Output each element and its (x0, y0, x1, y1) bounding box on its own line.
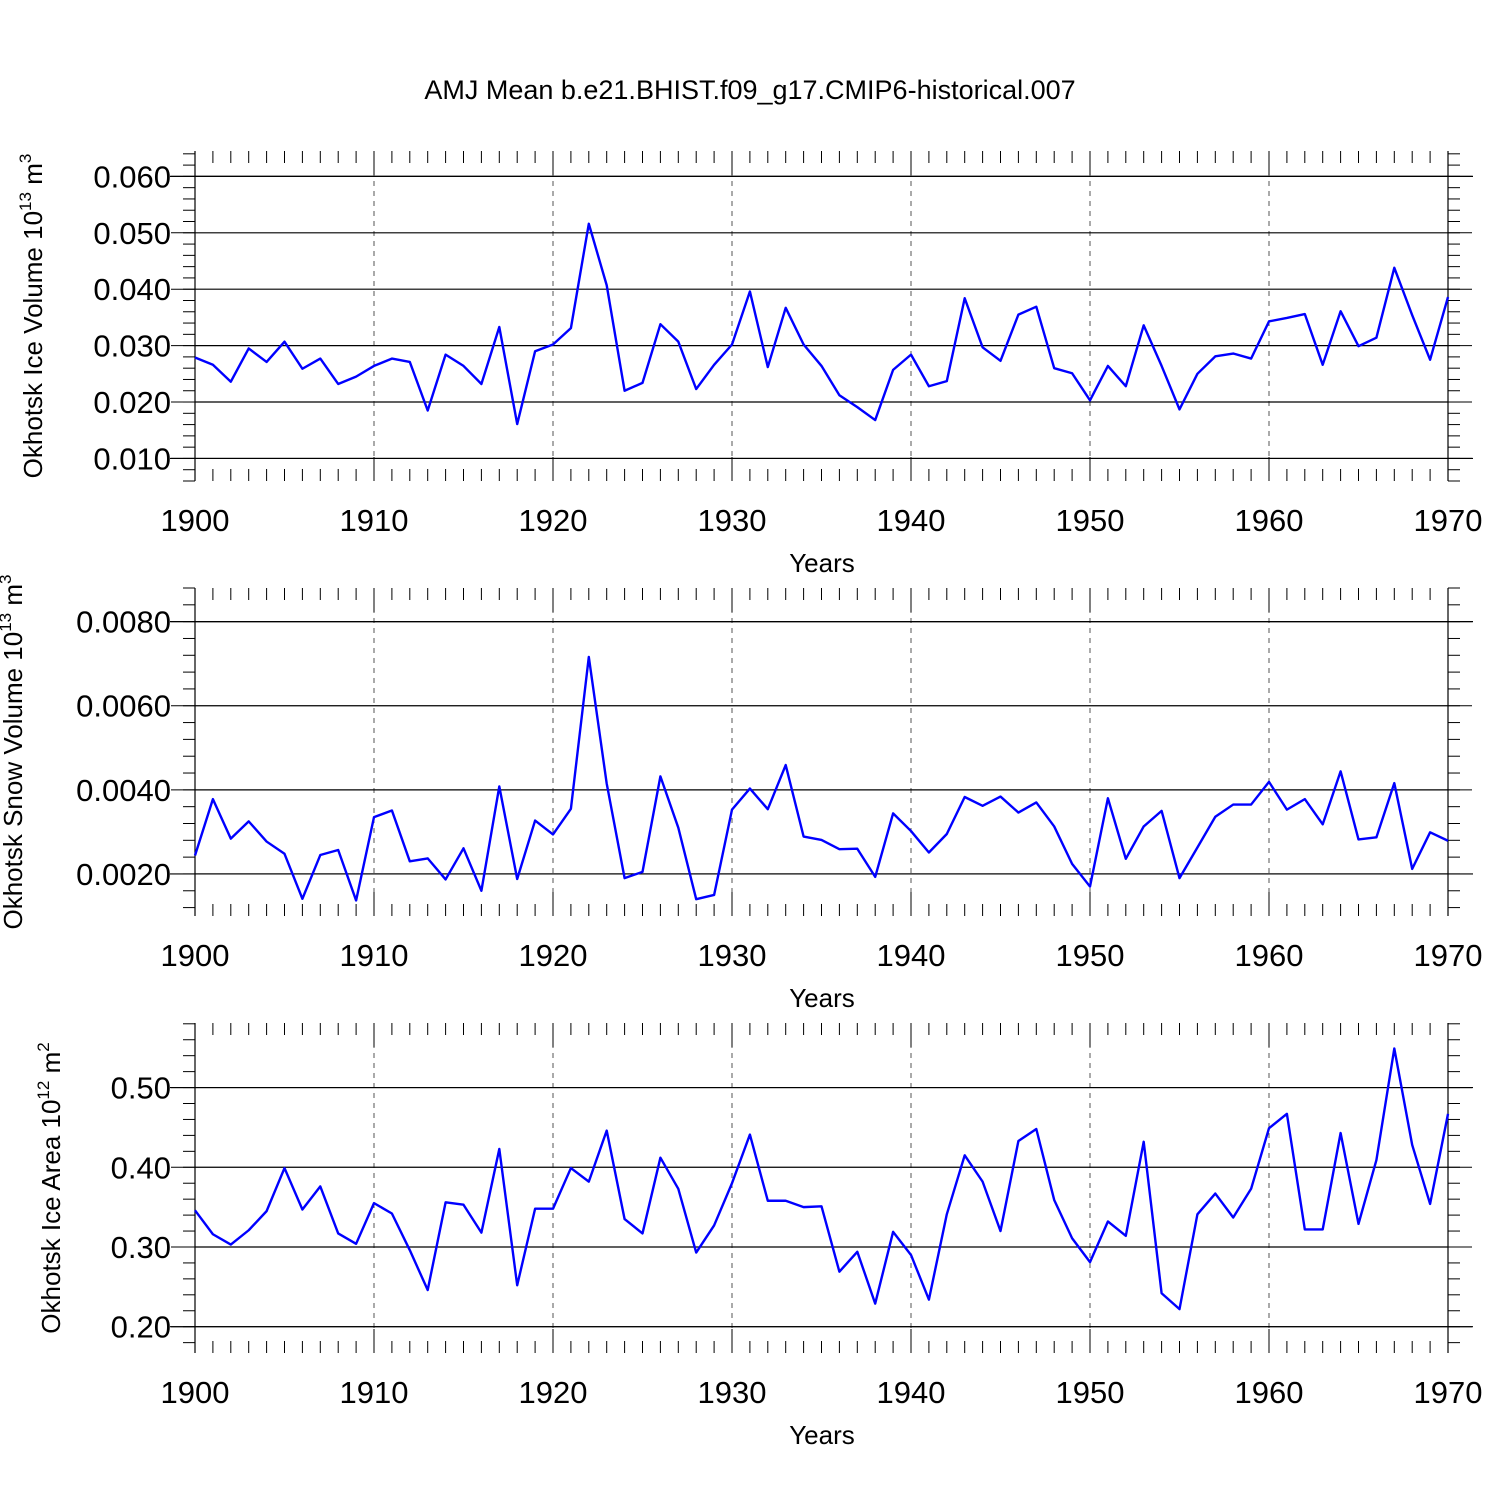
x-tick-label: 1910 (340, 503, 409, 538)
x-tick-label: 1940 (877, 1375, 946, 1410)
series-line (194, 222, 1450, 426)
x-axis-title: Years (789, 1420, 855, 1450)
y-tick-label: 0.010 (93, 441, 171, 476)
series-line (194, 1047, 1450, 1311)
x-tick-label: 1900 (161, 1375, 230, 1410)
y-tick-label: 0.30 (111, 1230, 171, 1265)
x-tick-label: 1920 (519, 503, 588, 538)
x-tick-label: 1900 (161, 938, 230, 973)
x-axis-title: Years (789, 548, 855, 578)
x-tick-label: 1950 (1056, 938, 1125, 973)
y-tick-label: 0.50 (111, 1071, 171, 1106)
snow-volume-panel: 0.0020 0.0040 0.0060 0.0080 1900 1910 1920 1930… (0, 575, 1482, 1014)
ice-volume-panel: 0.010 0.020 0.030 0.040 0.050 0.060 1900 1910 19… (16, 151, 1482, 578)
x-tick-label: 1900 (161, 503, 230, 538)
y-tick-label: 0.060 (93, 159, 171, 194)
y-tick-label: 0.050 (93, 216, 171, 251)
x-axis-title: Years (789, 983, 855, 1013)
y-tick-label: 0.030 (93, 329, 171, 364)
x-tick-label: 1920 (519, 938, 588, 973)
x-tick-label: 1940 (877, 938, 946, 973)
y-tick-label: 0.040 (93, 272, 171, 307)
x-tick-label: 1960 (1235, 938, 1304, 973)
y-axis-title: Okhotsk Ice Volume 1013 m3 (16, 154, 48, 479)
ice-area-panel: 0.20 0.30 0.40 0.50 1900 1910 1920 1930 1940 1950… (34, 1023, 1482, 1450)
y-axis-title: Okhotsk Snow Volume 1013 m3 (0, 575, 28, 930)
y-tick-label: 0.0060 (76, 689, 171, 724)
x-tick-label: 1970 (1414, 938, 1483, 973)
x-tick-label: 1960 (1235, 503, 1304, 538)
x-tick-label: 1930 (698, 938, 767, 973)
y-tick-label: 0.020 (93, 385, 171, 420)
x-tick-label: 1940 (877, 503, 946, 538)
y-tick-label: 0.20 (111, 1310, 171, 1345)
x-tick-label: 1970 (1414, 503, 1483, 538)
x-tick-label: 1970 (1414, 1375, 1483, 1410)
x-tick-label: 1950 (1056, 1375, 1125, 1410)
x-tick-label: 1910 (340, 1375, 409, 1410)
y-tick-label: 0.0040 (76, 773, 171, 808)
series-line (193, 655, 1449, 902)
y-tick-label: 0.0020 (76, 857, 171, 892)
x-tick-label: 1920 (519, 1375, 588, 1410)
y-axis-title: Okhotsk Ice Area 1012 m2 (34, 1042, 66, 1333)
x-tick-label: 1950 (1056, 503, 1125, 538)
x-tick-label: 1930 (698, 1375, 767, 1410)
x-tick-label: 1960 (1235, 1375, 1304, 1410)
y-tick-label: 0.40 (111, 1150, 171, 1185)
figure-title: AMJ Mean b.e21.BHIST.f09_g17.CMIP6-histo… (424, 75, 1075, 105)
x-tick-label: 1930 (698, 503, 767, 538)
y-tick-label: 0.0080 (76, 605, 171, 640)
x-tick-label: 1910 (340, 938, 409, 973)
